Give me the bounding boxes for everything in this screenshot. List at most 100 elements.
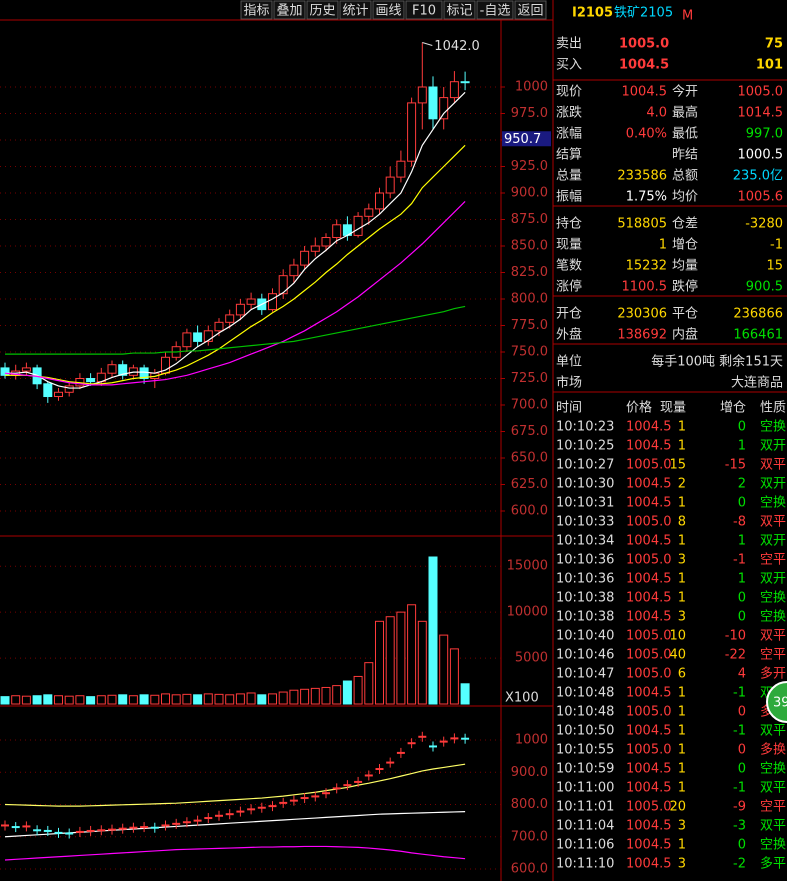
candle-body xyxy=(385,176,395,194)
quote-value: 1 xyxy=(659,238,667,253)
volume-bar xyxy=(310,687,320,705)
toolbar-button[interactable] xyxy=(339,0,372,20)
y-tick-label: 875.0 xyxy=(511,212,548,227)
volume-bar xyxy=(268,693,277,705)
volume-bar xyxy=(439,634,449,705)
quote-field: 涨幅 xyxy=(556,127,582,142)
toolbar-button[interactable] xyxy=(405,0,443,20)
trade-cell: 1 xyxy=(678,439,686,454)
quote-field: 结算 xyxy=(556,148,582,163)
candle-body xyxy=(353,215,363,236)
candle-body xyxy=(278,275,288,295)
quote-field: 昨结 xyxy=(672,148,698,163)
quote-value: 236866 xyxy=(733,307,783,322)
volume-bar xyxy=(321,686,331,705)
y-tick-label: 800.0 xyxy=(511,292,548,307)
trade-cell: 10:10:34 xyxy=(556,534,614,549)
quote-field: 均价 xyxy=(672,190,698,205)
trade-cell: 1004.5 xyxy=(626,857,672,872)
contract-flag: M xyxy=(682,9,693,24)
trade-cell: 10:10:36 xyxy=(556,553,614,568)
volume-bar xyxy=(43,694,53,705)
trade-cell: -1 xyxy=(733,724,746,739)
toolbar-button[interactable] xyxy=(443,0,476,20)
trade-cell: -22 xyxy=(725,648,746,663)
trade-cell: 双平 xyxy=(760,458,786,473)
trade-cell: -10 xyxy=(725,629,746,644)
quote-label: 卖出 xyxy=(556,37,582,52)
toolbar-label[interactable]: -自选 xyxy=(480,4,511,19)
toolbar-button[interactable] xyxy=(273,0,306,20)
trade-cell: -9 xyxy=(733,800,746,815)
y-tick-label: 15000 xyxy=(507,559,548,574)
trade-cell: 10:10:38 xyxy=(556,591,614,606)
volume-bar xyxy=(417,620,427,705)
quote-size: 75 xyxy=(765,37,783,52)
toolbar-button[interactable] xyxy=(476,0,514,20)
toolbar-label[interactable]: F10 xyxy=(412,4,436,19)
candle-body xyxy=(268,293,277,311)
ma-line xyxy=(4,763,466,807)
volume-bar xyxy=(96,695,106,705)
trade-cell: 1005.0 xyxy=(626,458,672,473)
trade-cell: 10:10:23 xyxy=(556,420,614,435)
trade-cell: 10:11:06 xyxy=(556,838,614,853)
trade-cell: 0 xyxy=(738,420,746,435)
quote-value: 138692 xyxy=(617,328,667,343)
y-tick-label: 675.0 xyxy=(511,424,548,439)
cursor-box xyxy=(502,131,551,147)
quote-field: 跌停 xyxy=(672,279,698,295)
toolbar-button[interactable] xyxy=(306,0,339,20)
toolbar-label[interactable]: 历史 xyxy=(309,4,335,19)
volume-bar xyxy=(449,648,459,705)
quote-field: 涨停 xyxy=(556,279,582,295)
trade-cell: 10:11:01 xyxy=(556,800,614,815)
trade-cell: 6 xyxy=(678,667,686,682)
trade-cell: 15 xyxy=(669,458,686,473)
toolbar-label[interactable]: 标记 xyxy=(446,4,472,19)
trade-cell: 空平 xyxy=(760,648,786,663)
y-tick-label: 825.0 xyxy=(511,265,548,280)
quote-value: 166461 xyxy=(733,328,783,343)
trade-cell: 10:11:10 xyxy=(556,857,614,872)
quote-value: 1005.0 xyxy=(738,85,784,100)
trade-cell: 10:10:31 xyxy=(556,496,614,511)
quote-price: 1005.0 xyxy=(619,37,669,52)
trade-cell: -8 xyxy=(733,515,746,530)
trade-cell: 1 xyxy=(678,781,686,796)
toolbar-label[interactable]: 叠加 xyxy=(276,4,302,19)
toolbar-label[interactable]: 画线 xyxy=(375,4,401,19)
trade-cell: 0 xyxy=(738,591,746,606)
volume-bar xyxy=(332,685,342,705)
high-marker xyxy=(422,42,433,46)
quote-field: 现价 xyxy=(556,85,582,100)
toolbar-label[interactable]: 返回 xyxy=(517,4,543,19)
candle-body xyxy=(375,192,384,210)
trade-cell: 1004.5 xyxy=(626,762,672,777)
trade-cell: 空平 xyxy=(760,800,786,815)
trade-cell: 1004.5 xyxy=(626,686,672,701)
quote-field: 开仓 xyxy=(556,307,582,322)
toolbar-label[interactable]: 统计 xyxy=(342,4,368,19)
volume-bar xyxy=(161,693,170,705)
toolbar-button[interactable] xyxy=(372,0,405,20)
quote-value: 235.0亿 xyxy=(733,169,783,184)
trade-cell: 空换 xyxy=(760,591,786,606)
trade-cell: 1004.5 xyxy=(626,838,672,853)
trade-cell: 10:10:27 xyxy=(556,458,614,473)
trade-cell: 1004.5 xyxy=(626,724,672,739)
candle-body xyxy=(300,250,310,266)
trade-cell: 0 xyxy=(738,496,746,511)
toolbar-button[interactable] xyxy=(240,0,273,20)
toolbar-label[interactable]: 指标 xyxy=(243,4,269,19)
y-tick-label: 700.0 xyxy=(511,829,548,844)
trade-cell: 8 xyxy=(678,515,686,530)
toolbar-button[interactable] xyxy=(514,0,547,20)
trade-cell: 1004.5 xyxy=(626,591,672,606)
trade-cell: 1004.5 xyxy=(626,534,672,549)
volume-bar xyxy=(11,695,21,705)
trade-cell: 1004.5 xyxy=(626,572,672,587)
quote-value: 15 xyxy=(766,259,783,274)
trade-cell: 1005.0 xyxy=(626,800,672,815)
